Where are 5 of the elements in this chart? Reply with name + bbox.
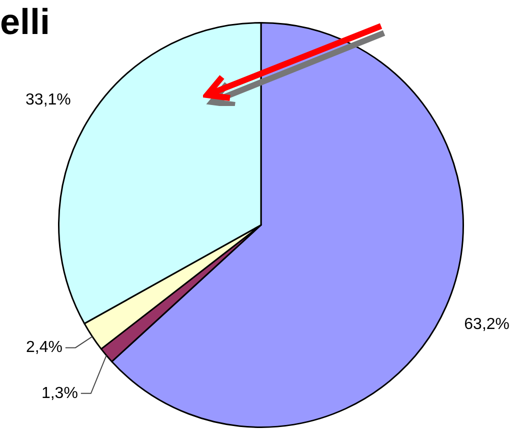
data-label: 2,4% xyxy=(26,339,62,356)
data-label: 1,3% xyxy=(41,384,78,402)
data-label: 33,1% xyxy=(26,91,71,108)
chart-title: elli xyxy=(0,0,50,44)
data-label: 63,2% xyxy=(464,316,510,333)
